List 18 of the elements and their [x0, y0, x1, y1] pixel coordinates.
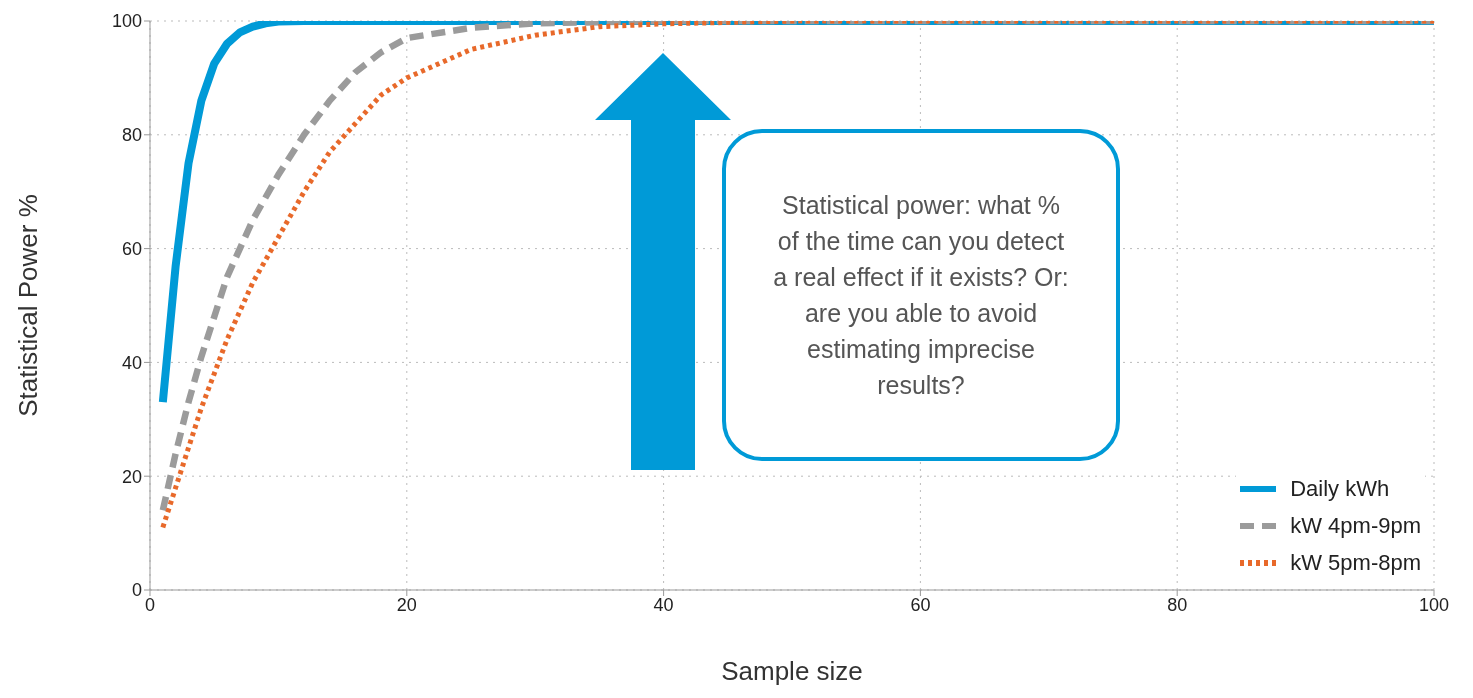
legend-label: kW 5pm-8pm	[1290, 549, 1421, 576]
y-tick-label: 60	[121, 238, 142, 259]
x-tick-label: 80	[1167, 594, 1188, 615]
y-tick-label: 20	[121, 466, 142, 487]
y-tick-label: 80	[121, 125, 142, 146]
x-tick-label: 0	[144, 594, 156, 615]
x-tick-label: 60	[910, 594, 931, 615]
legend-label: Daily kWh	[1290, 475, 1390, 502]
x-tick-label: 20	[396, 594, 417, 615]
y-axis-title: Statistical Power %	[13, 194, 44, 417]
y-tick-label: 40	[121, 352, 142, 373]
x-tick-label: 100	[1418, 594, 1450, 615]
x-tick-label: 40	[653, 594, 674, 615]
x-axis-title: Sample size	[721, 656, 863, 686]
callout-box: Statistical power: what % of the time can you detect a real effect if it exists? Or: are you able to avoid estimating imprecise results?	[722, 129, 1120, 461]
y-tick-label: 100	[111, 11, 142, 32]
legend-label: kW 4pm-9pm	[1290, 512, 1421, 539]
y-tick-label: 0	[131, 580, 142, 601]
